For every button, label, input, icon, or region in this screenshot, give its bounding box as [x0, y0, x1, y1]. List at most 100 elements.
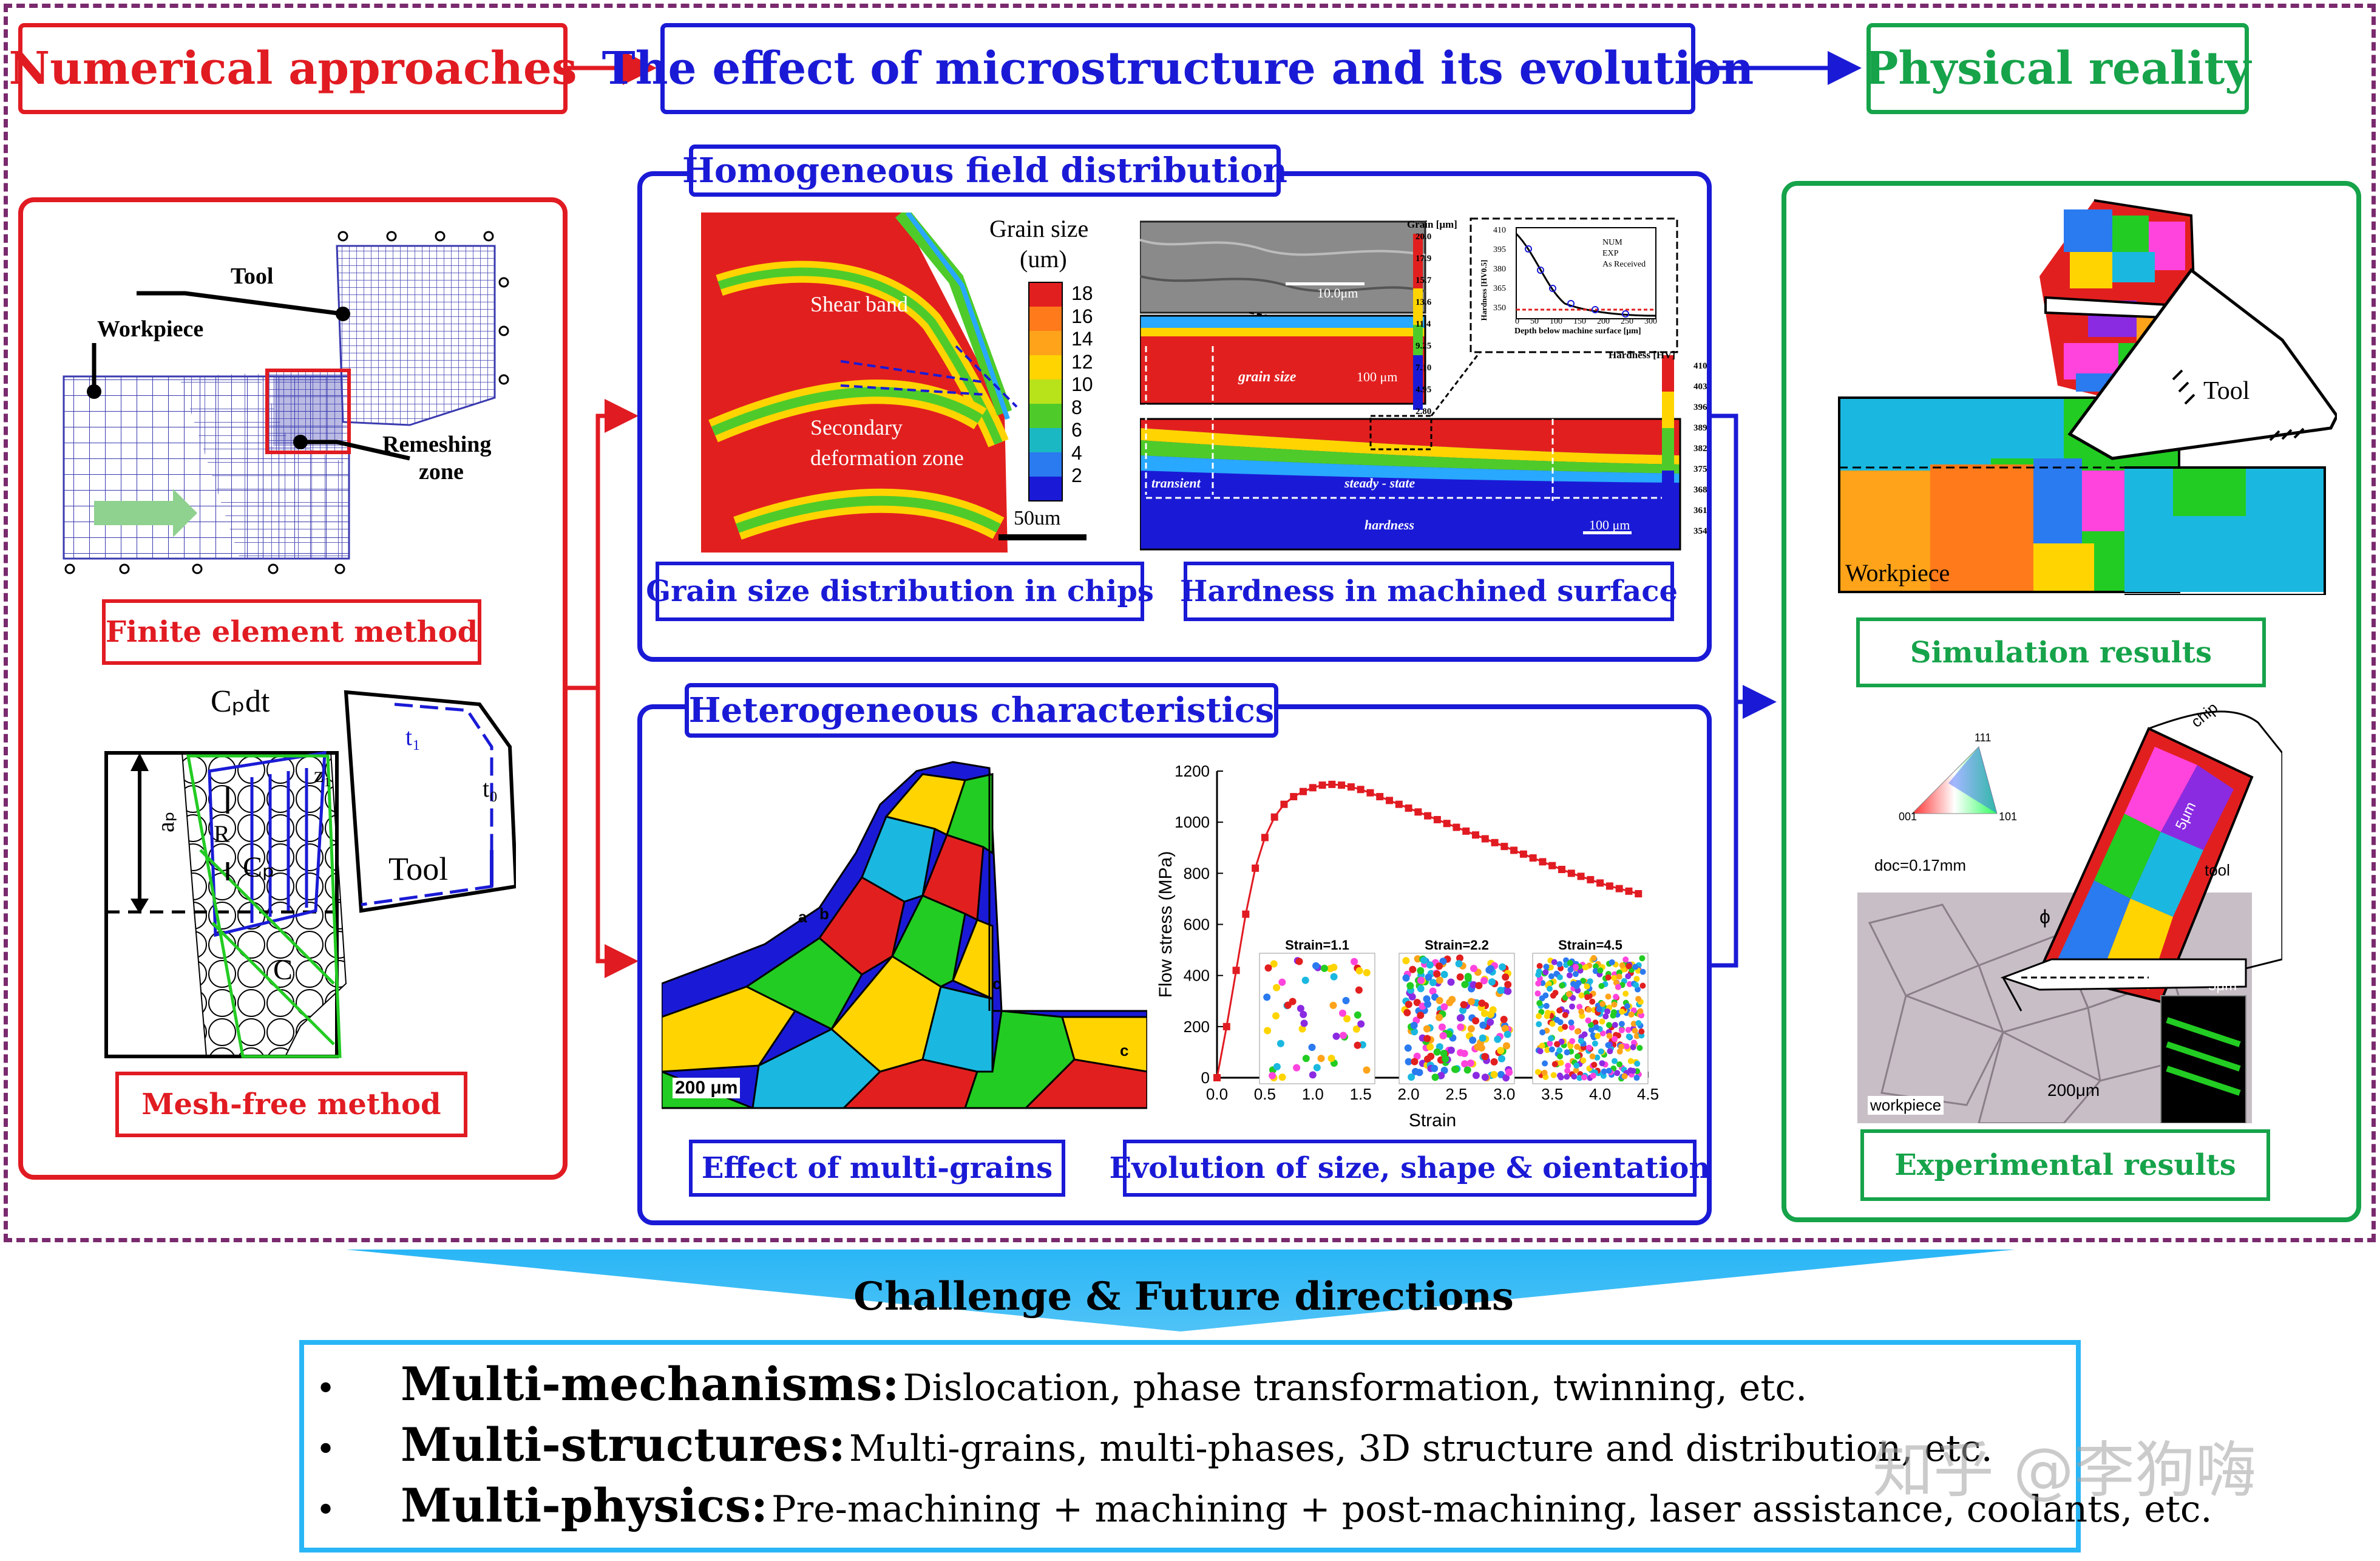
grain-dot: [1599, 1030, 1606, 1036]
grain-dot: [1543, 964, 1550, 970]
inset-xtick: 150: [1573, 317, 1586, 326]
grain-dot: [1354, 1041, 1361, 1049]
mesh-free-method-label: Mesh-free method: [115, 1072, 467, 1137]
hardness-grain-tick: 11.4: [1415, 319, 1431, 329]
hardness-scale-100-top: 100 μm: [1357, 369, 1398, 384]
exp-inset-scale: 5μm: [2208, 978, 2237, 994]
homogeneous-title-text: Homogeneous field distribution: [682, 151, 1288, 191]
grain-dot: [1588, 1027, 1595, 1033]
grain-dot: [1574, 1044, 1581, 1050]
grain-dot: [1363, 1066, 1371, 1074]
grain-dot: [1302, 1055, 1310, 1063]
grain-dot: [1273, 1063, 1281, 1070]
grain-dot: [1467, 1025, 1475, 1033]
grain-dot: [1568, 1024, 1575, 1031]
grain-dot: [1448, 996, 1456, 1004]
data-point: [1290, 793, 1298, 801]
grain-dot: [1423, 1025, 1431, 1033]
exp-phi-label: ϕ: [2039, 906, 2050, 928]
x-tick-label: 0.0: [1206, 1085, 1228, 1103]
strain-inset-label: Strain=4.5: [1558, 937, 1622, 953]
grain-dot: [1459, 1007, 1467, 1014]
grain-dot: [1548, 964, 1554, 971]
data-point: [1510, 846, 1518, 854]
data-point: [1357, 786, 1365, 794]
grain-dot: [1539, 995, 1545, 1002]
grain-dot: [1574, 1028, 1581, 1035]
data-point: [1577, 872, 1585, 880]
x-tick-label: 2.5: [1445, 1085, 1467, 1103]
data-point: [1366, 789, 1374, 797]
grain-dot: [1618, 1021, 1625, 1027]
grain-dot: [1326, 965, 1334, 973]
grain-dot: [1547, 985, 1553, 992]
experimental-results-text: Experimental results: [1894, 1148, 2236, 1182]
grain-dot: [1630, 1067, 1636, 1074]
grain-dot: [1573, 1067, 1579, 1073]
grain-dot: [1598, 1048, 1604, 1055]
grain-dot: [1417, 967, 1425, 974]
grain-dot: [1592, 1019, 1599, 1026]
inset-ytick: 410: [1493, 226, 1506, 235]
grain-dot: [1639, 982, 1646, 989]
outer-dashed-frame: [4, 4, 2376, 1242]
data-point: [1213, 1074, 1221, 1081]
grain-dot: [1624, 1003, 1630, 1010]
grain-dot: [1602, 1013, 1609, 1019]
grain-dot: [1354, 1011, 1361, 1019]
grain-dot: [1578, 1008, 1585, 1015]
grain-size-contour-figure: [701, 213, 1087, 553]
grain-dot: [1455, 960, 1463, 968]
grain-dot: [1635, 996, 1642, 1002]
grain-dot: [1457, 1049, 1464, 1056]
fem-zone-label: zone: [419, 459, 464, 485]
grain-dot: [1456, 1014, 1464, 1022]
grain-dot: [1301, 976, 1309, 984]
grain-dot: [1436, 1013, 1443, 1021]
hardness-grain-tick: 7.10: [1415, 363, 1432, 373]
grain-dot: [1501, 1025, 1509, 1033]
grain-dot: [1622, 990, 1629, 997]
grain-dot: [1433, 1048, 1441, 1056]
watermark: 知乎 @李狗嗨: [1873, 1435, 2256, 1506]
grain-tick: 6: [1071, 419, 1082, 441]
flow-stress-chart: 0 200 400 600 800 1000 1200 0.0 0.5 1.0 1.5 2.0 2.5 3…: [1156, 762, 1659, 1131]
grain-dot: [1589, 998, 1596, 1005]
data-point: [1567, 869, 1575, 877]
grain-dot: [1534, 1069, 1541, 1075]
data-point: [1395, 800, 1403, 808]
numerical-approaches-panel: [18, 197, 568, 1180]
homogeneous-title: Homogeneous field distribution: [682, 145, 1287, 197]
steady-state-label: steady - state: [1344, 475, 1415, 491]
grain-dot: [1564, 1067, 1571, 1074]
secondary-zone-label-1: Secondary: [810, 415, 903, 440]
grain-dot: [1456, 954, 1463, 962]
grain-dot: [1585, 1017, 1592, 1024]
data-point: [1300, 787, 1307, 795]
grain-dot: [1404, 1044, 1412, 1052]
grain-dot: [1564, 1073, 1570, 1080]
bullet-multi-mechanisms: • Multi-mechanisms: Dislocation, phase t…: [316, 1357, 1807, 1411]
grain-dot: [1633, 976, 1640, 982]
bullet-term: Multi-physics:: [401, 1478, 768, 1532]
arrow-right-merge: [1712, 413, 1738, 968]
grain-dot: [1470, 965, 1477, 973]
grain-dot: [1503, 1042, 1510, 1050]
mf-tool-label: Tool: [388, 851, 449, 887]
grain-dot: [1437, 1072, 1445, 1080]
grain-dot: [1573, 983, 1580, 990]
grain-dot: [1431, 1064, 1439, 1072]
grain-dot: [1616, 1061, 1623, 1067]
grain-dot: [1556, 974, 1563, 981]
grain-dot: [1558, 1038, 1565, 1045]
grain-dot: [1500, 1016, 1508, 1023]
data-point: [1280, 800, 1288, 808]
header-left-text: Numerical approaches: [8, 43, 577, 95]
grain-mark-c2: c: [1120, 1041, 1129, 1059]
data-point: [1222, 1022, 1230, 1030]
x-tick-label: 3.0: [1493, 1085, 1515, 1103]
grain-dot: [1405, 1001, 1412, 1008]
grain-dot: [1330, 973, 1338, 981]
grain-dot: [1536, 1013, 1542, 1019]
data-point: [1635, 890, 1643, 897]
